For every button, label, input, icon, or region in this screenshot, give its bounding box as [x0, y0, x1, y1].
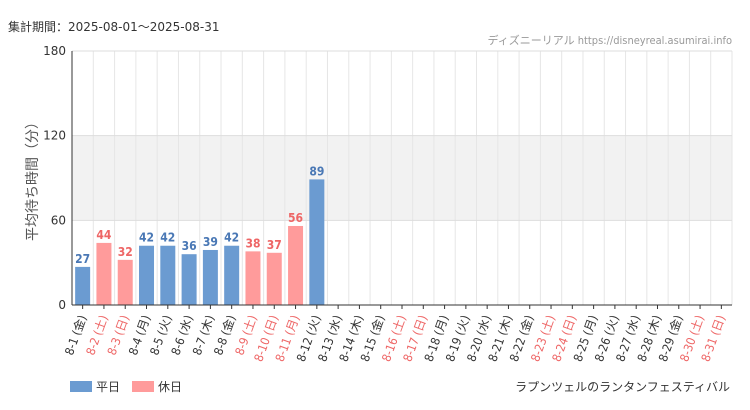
bar [160, 245, 176, 305]
bar [75, 266, 91, 305]
bar-value-label: 89 [309, 164, 324, 178]
y-tick-label: 0 [58, 298, 66, 312]
y-tick-label: 180 [43, 44, 66, 58]
legend-weekday-label: 平日 [96, 380, 121, 394]
y-tick-label: 60 [51, 213, 66, 227]
bar-value-label: 27 [75, 252, 90, 266]
legend-holiday-label: 休日 [158, 380, 183, 394]
chart-legend: 平日 休日 [70, 378, 194, 395]
bar-value-label: 39 [203, 235, 218, 249]
bar [245, 251, 261, 305]
bar [224, 245, 240, 305]
bar [96, 242, 112, 305]
bar [202, 249, 218, 305]
y-tick-label: 120 [43, 129, 66, 143]
bar-value-label: 42 [139, 231, 154, 245]
x-axis: 8-1 (金)8-2 (土)8-3 (日)8-4 (月)8-5 (火)8-6 (… [61, 305, 728, 363]
bar [288, 225, 304, 305]
legend-weekday[interactable]: 平日 [70, 378, 120, 395]
bar-value-label: 36 [182, 239, 197, 253]
bar-value-label: 32 [118, 245, 133, 259]
bar [309, 179, 325, 305]
bar [181, 254, 197, 305]
grid-band [72, 135, 732, 221]
chart-bars [75, 179, 325, 305]
source-credit: ディズニーリアル https://disneyreal.asumirai.inf… [487, 34, 732, 47]
bar [139, 245, 155, 305]
y-axis-label: 平均待ち時間（分） [25, 115, 41, 241]
attraction-name: ラプンツェルのランタンフェスティバル [515, 380, 730, 394]
bar-value-label: 42 [160, 231, 175, 245]
chart-data-labels: 27 44 32 42 42 36 39 42 38 37 56 89 [75, 164, 324, 265]
bar-value-label: 42 [224, 231, 239, 245]
bar-value-label: 37 [267, 238, 282, 252]
legend-weekday-swatch [70, 381, 92, 392]
bar-value-label: 56 [288, 211, 303, 225]
bar [266, 252, 282, 305]
legend-holiday[interactable]: 休日 [132, 378, 182, 395]
period-label: 集計期間：2025-08-01～2025-08-31 [8, 20, 220, 34]
legend-holiday-swatch [132, 381, 155, 392]
bar-value-label: 38 [245, 236, 260, 250]
bar-value-label: 44 [96, 228, 112, 242]
bar [117, 259, 133, 305]
